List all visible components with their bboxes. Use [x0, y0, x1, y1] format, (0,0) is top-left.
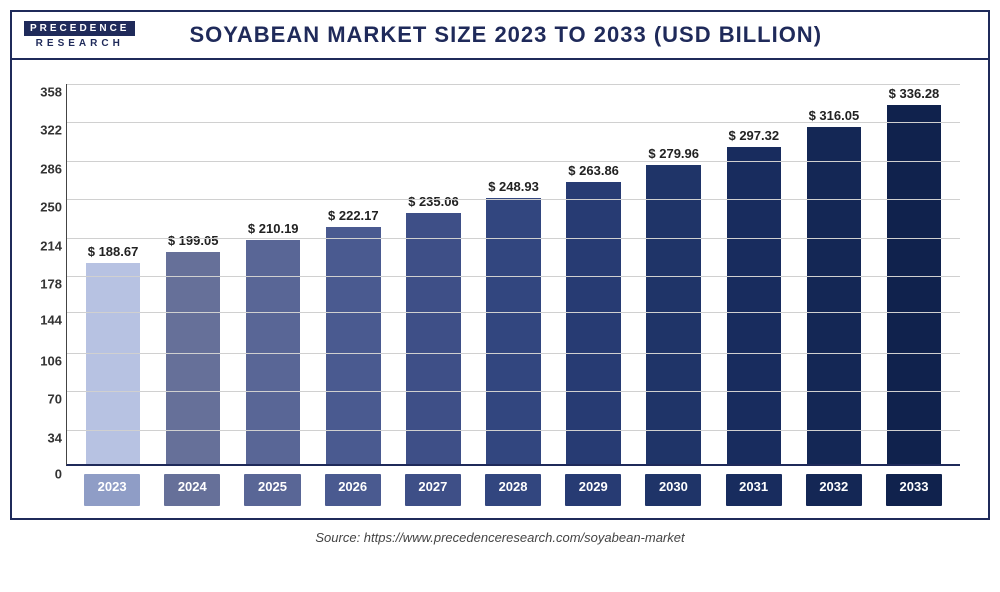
bar-column: $ 336.28: [874, 84, 954, 464]
x-tick-cell: 2031: [714, 474, 794, 506]
x-tick-label: 2032: [806, 474, 862, 506]
x-tick-cell: 2028: [473, 474, 553, 506]
x-tick-cell: 2024: [152, 474, 232, 506]
x-tick-label: 2024: [164, 474, 220, 506]
bar-value-label: $ 188.67: [88, 244, 139, 259]
y-tick-label: 250: [24, 200, 62, 215]
bar-column: $ 263.86: [554, 84, 634, 464]
x-tick-cell: 2026: [313, 474, 393, 506]
grid-line: [67, 276, 960, 277]
bar-value-label: $ 316.05: [809, 108, 860, 123]
y-tick-label: 322: [24, 123, 62, 138]
bar-column: $ 279.96: [634, 84, 714, 464]
header: PRECEDENCE RESEARCH SOYABEAN MARKET SIZE…: [12, 12, 988, 60]
y-tick-label: 70: [24, 392, 62, 407]
bar-value-label: $ 297.32: [728, 128, 779, 143]
bar-value-label: $ 222.17: [328, 208, 379, 223]
bar: [166, 252, 220, 464]
grid-line: [67, 161, 960, 162]
bar: [807, 127, 861, 464]
bar: [326, 227, 380, 464]
y-tick-label: 178: [24, 277, 62, 292]
bar-value-label: $ 279.96: [648, 146, 699, 161]
x-tick-label: 2026: [325, 474, 381, 506]
logo-top-text: PRECEDENCE: [24, 21, 135, 36]
source-line: Source: https://www.precedenceresearch.c…: [10, 530, 990, 545]
logo-bottom-text: RESEARCH: [24, 36, 135, 49]
x-tick-cell: 2023: [72, 474, 152, 506]
y-tick-label: 106: [24, 353, 62, 368]
grid-line: [67, 430, 960, 431]
y-tick-label: 286: [24, 161, 62, 176]
chart-title: SOYABEAN MARKET SIZE 2023 TO 2033 (USD B…: [155, 22, 976, 48]
bar-column: $ 199.05: [153, 84, 233, 464]
bars-container: $ 188.67 $ 199.05 $ 210.19 $ 222.17 $ 235.06…: [67, 84, 960, 464]
grid-line: [67, 122, 960, 123]
x-axis: 2023 2024 2025 2026 2027 2028 2029 2030 2031 2032…: [66, 474, 960, 506]
x-tick-cell: 2027: [393, 474, 473, 506]
bar-value-label: $ 199.05: [168, 233, 219, 248]
brand-logo: PRECEDENCE RESEARCH: [24, 21, 135, 49]
x-tick-cell: 2030: [633, 474, 713, 506]
chart-area: $ 188.67 $ 199.05 $ 210.19 $ 222.17 $ 235.06…: [12, 60, 988, 518]
bar-value-label: $ 263.86: [568, 163, 619, 178]
grid-line: [67, 391, 960, 392]
x-tick-cell: 2032: [794, 474, 874, 506]
x-tick-label: 2027: [405, 474, 461, 506]
bar-column: $ 248.93: [473, 84, 553, 464]
bar: [887, 105, 941, 464]
x-tick-label: 2033: [886, 474, 942, 506]
x-tick-cell: 2025: [232, 474, 312, 506]
bar-value-label: $ 248.93: [488, 179, 539, 194]
x-tick-label: 2023: [84, 474, 140, 506]
bar-column: $ 297.32: [714, 84, 794, 464]
grid-line: [67, 199, 960, 200]
plot-region: $ 188.67 $ 199.05 $ 210.19 $ 222.17 $ 235.06…: [66, 84, 960, 466]
bar-column: $ 235.06: [393, 84, 473, 464]
bar: [406, 213, 460, 464]
y-tick-label: 34: [24, 430, 62, 445]
x-tick-label: 2025: [244, 474, 300, 506]
bar-chart: $ 188.67 $ 199.05 $ 210.19 $ 222.17 $ 235.06…: [24, 74, 964, 514]
x-tick-cell: 2033: [874, 474, 954, 506]
x-tick-label: 2028: [485, 474, 541, 506]
grid-line: [67, 238, 960, 239]
bar: [86, 263, 140, 464]
bar-column: $ 316.05: [794, 84, 874, 464]
y-tick-label: 0: [24, 467, 62, 482]
bar: [727, 147, 781, 464]
y-tick-label: 358: [24, 85, 62, 100]
y-tick-label: 144: [24, 313, 62, 328]
y-tick-label: 214: [24, 238, 62, 253]
bar-value-label: $ 336.28: [889, 86, 940, 101]
x-tick-label: 2031: [726, 474, 782, 506]
x-tick-label: 2029: [565, 474, 621, 506]
bar-value-label: $ 235.06: [408, 194, 459, 209]
x-tick-label: 2030: [645, 474, 701, 506]
x-tick-cell: 2029: [553, 474, 633, 506]
bar-value-label: $ 210.19: [248, 221, 299, 236]
grid-line: [67, 84, 960, 85]
bar: [566, 182, 620, 464]
grid-line: [67, 353, 960, 354]
bar-column: $ 188.67: [73, 84, 153, 464]
bar-column: $ 210.19: [233, 84, 313, 464]
bar: [646, 165, 700, 464]
chart-card: PRECEDENCE RESEARCH SOYABEAN MARKET SIZE…: [10, 10, 990, 520]
grid-line: [67, 312, 960, 313]
bar-column: $ 222.17: [313, 84, 393, 464]
